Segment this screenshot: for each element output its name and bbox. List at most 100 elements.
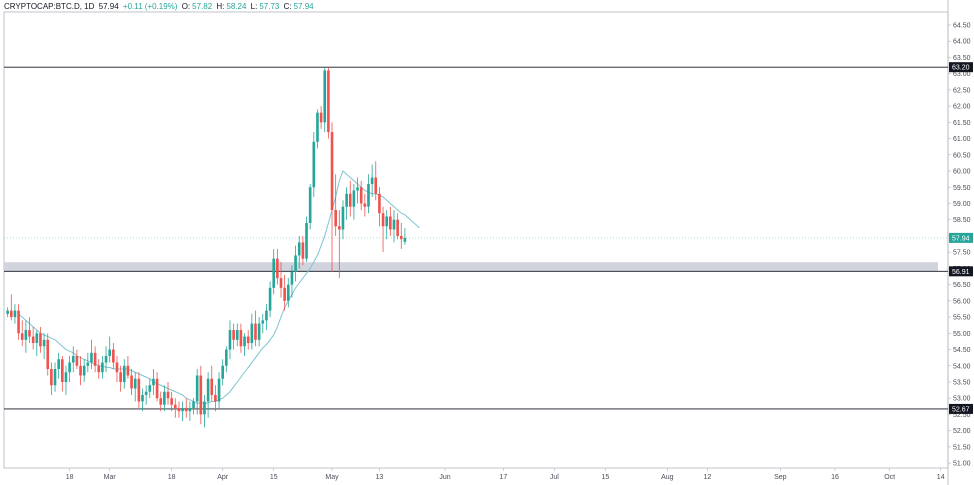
candle-body[interactable]: [403, 237, 407, 242]
candle-body[interactable]: [61, 359, 64, 382]
candle-body[interactable]: [203, 401, 206, 415]
candle-body[interactable]: [159, 398, 163, 405]
candle-body[interactable]: [385, 216, 389, 227]
candle-body[interactable]: [148, 385, 152, 392]
candle-body[interactable]: [173, 404, 177, 408]
candle-body[interactable]: [6, 310, 9, 314]
candle-body[interactable]: [181, 407, 184, 412]
candle-body[interactable]: [268, 287, 272, 311]
candle-body[interactable]: [239, 330, 243, 347]
candle-body[interactable]: [254, 323, 257, 340]
candle-body[interactable]: [294, 255, 297, 272]
candle-body[interactable]: [50, 369, 53, 386]
candle-body[interactable]: [144, 391, 148, 395]
candle-body[interactable]: [155, 378, 159, 399]
candle-body[interactable]: [170, 398, 173, 405]
candle-body[interactable]: [323, 70, 327, 123]
candle-body[interactable]: [206, 378, 210, 402]
candle-body[interactable]: [283, 287, 286, 301]
candle-body[interactable]: [13, 310, 17, 318]
candle-body[interactable]: [133, 378, 137, 389]
candle-body[interactable]: [276, 258, 279, 279]
candle-body[interactable]: [319, 112, 323, 123]
candle-body[interactable]: [35, 333, 39, 344]
candle-body[interactable]: [352, 190, 356, 207]
candle-body[interactable]: [39, 333, 42, 347]
candle-body[interactable]: [90, 352, 93, 363]
candle-body[interactable]: [345, 193, 348, 207]
candle-body[interactable]: [396, 219, 399, 236]
candle-body[interactable]: [68, 362, 71, 373]
candle-body[interactable]: [101, 362, 104, 373]
candle-body[interactable]: [399, 235, 403, 240]
candle-body[interactable]: [79, 365, 82, 376]
candle-body[interactable]: [108, 349, 112, 357]
candle-body[interactable]: [257, 323, 261, 340]
candle-body[interactable]: [265, 310, 268, 321]
candle-body[interactable]: [112, 349, 115, 363]
candle-body[interactable]: [334, 209, 337, 227]
candle-body[interactable]: [378, 193, 381, 214]
candle-body[interactable]: [356, 187, 359, 191]
candle-body[interactable]: [86, 362, 90, 366]
candle-body[interactable]: [312, 141, 316, 188]
candle-body[interactable]: [341, 206, 345, 230]
candle-body[interactable]: [232, 330, 235, 340]
candle-body[interactable]: [57, 359, 60, 370]
candle-body[interactable]: [199, 375, 203, 415]
candle-body[interactable]: [126, 365, 130, 376]
candle-body[interactable]: [71, 356, 75, 363]
candle-body[interactable]: [286, 284, 290, 301]
candle-body[interactable]: [297, 242, 301, 256]
candle-body[interactable]: [359, 187, 363, 204]
candle-body[interactable]: [290, 271, 294, 285]
candle-body[interactable]: [64, 372, 68, 382]
candle-body[interactable]: [327, 70, 330, 133]
candle-body[interactable]: [141, 394, 144, 402]
candle-body[interactable]: [122, 365, 126, 382]
support-zone[interactable]: [4, 262, 938, 272]
candle-body[interactable]: [246, 336, 250, 344]
candle-body[interactable]: [279, 278, 283, 288]
candle-body[interactable]: [217, 378, 221, 402]
candle-body[interactable]: [228, 330, 232, 350]
candle-body[interactable]: [370, 177, 374, 185]
candle-body[interactable]: [53, 369, 57, 386]
candle-body[interactable]: [130, 375, 133, 389]
plot-area[interactable]: [3, 11, 949, 469]
candle-body[interactable]: [9, 310, 13, 318]
candle-body[interactable]: [381, 213, 385, 227]
candle-body[interactable]: [115, 362, 119, 373]
candle-body[interactable]: [243, 336, 246, 347]
candle-body[interactable]: [316, 112, 319, 142]
candle-body[interactable]: [261, 320, 265, 324]
candle-body[interactable]: [338, 226, 341, 230]
candle-body[interactable]: [192, 401, 195, 408]
candle-body[interactable]: [363, 203, 367, 207]
candle-body[interactable]: [389, 216, 392, 230]
candle-body[interactable]: [210, 378, 214, 395]
candle-body[interactable]: [348, 193, 352, 207]
candle-body[interactable]: [225, 349, 228, 366]
candle-body[interactable]: [137, 378, 141, 402]
candle-body[interactable]: [97, 365, 101, 373]
candle-body[interactable]: [177, 407, 181, 412]
candle-body[interactable]: [214, 394, 217, 402]
candle-body[interactable]: [20, 333, 24, 340]
candle-body[interactable]: [250, 323, 254, 344]
candle-body[interactable]: [31, 336, 35, 344]
candle-body[interactable]: [104, 356, 108, 363]
candle-body[interactable]: [163, 391, 166, 405]
candle-body[interactable]: [272, 258, 276, 288]
candle-body[interactable]: [28, 330, 31, 337]
candle-body[interactable]: [119, 372, 122, 382]
candle-body[interactable]: [330, 132, 334, 210]
candle-body[interactable]: [82, 365, 86, 376]
candle-body[interactable]: [46, 339, 50, 370]
candle-body[interactable]: [195, 375, 199, 402]
candle-body[interactable]: [166, 391, 170, 399]
candle-body[interactable]: [305, 222, 308, 259]
candle-body[interactable]: [17, 310, 20, 334]
candle-body[interactable]: [235, 330, 239, 340]
